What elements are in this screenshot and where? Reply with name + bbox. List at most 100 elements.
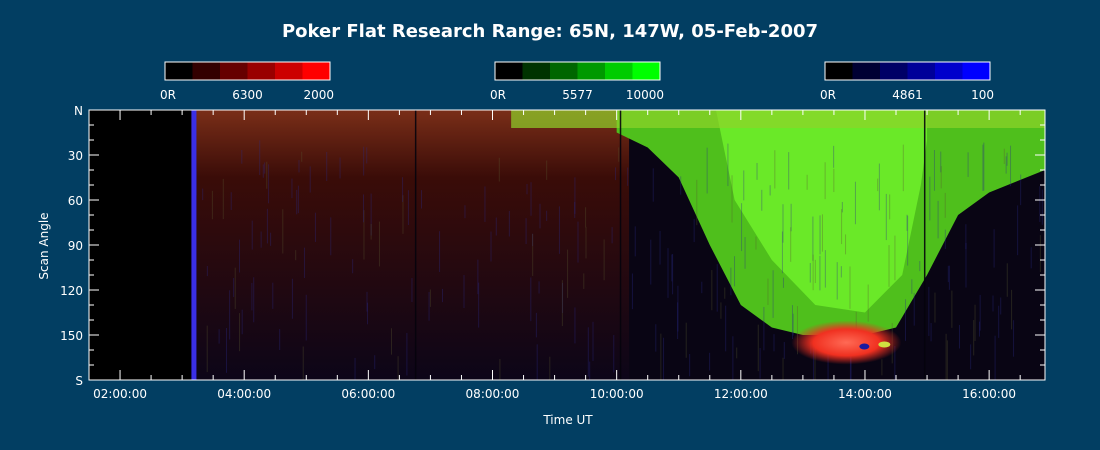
noise-streak bbox=[366, 291, 368, 312]
noise-streak bbox=[406, 332, 408, 376]
data-gap-line bbox=[923, 110, 926, 380]
noise-streak bbox=[827, 351, 829, 380]
noise-streak bbox=[655, 324, 657, 352]
colorbar-swatch bbox=[550, 62, 578, 80]
instrument-start-line bbox=[191, 110, 197, 380]
noise-streak bbox=[262, 164, 264, 178]
colorbar-swatch bbox=[605, 62, 633, 80]
chart-title: Poker Flat Research Range: 65N, 147W, 05… bbox=[282, 21, 818, 42]
noise-streak bbox=[309, 166, 311, 193]
noise-streak bbox=[763, 306, 765, 351]
noise-streak bbox=[970, 344, 972, 370]
colorbar-swatch bbox=[165, 62, 193, 80]
noise-streak bbox=[1013, 320, 1015, 357]
noise-streak bbox=[631, 273, 633, 310]
noise-streak bbox=[755, 236, 757, 250]
colorbar-min-label: 0R bbox=[490, 88, 506, 102]
noise-streak bbox=[370, 223, 372, 240]
noise-streak bbox=[744, 237, 746, 269]
noise-streak bbox=[530, 182, 532, 216]
noise-streak bbox=[202, 188, 204, 201]
noise-streak bbox=[993, 229, 995, 268]
noise-streak bbox=[303, 247, 305, 278]
noise-streak bbox=[206, 265, 208, 277]
noise-streak bbox=[1020, 174, 1022, 206]
noise-streak bbox=[428, 292, 430, 321]
noise-streak bbox=[782, 357, 784, 380]
noise-streak bbox=[558, 206, 560, 254]
noise-streak bbox=[225, 327, 227, 373]
noise-streak bbox=[711, 270, 713, 311]
noise-streak bbox=[940, 166, 942, 189]
noise-streak bbox=[696, 179, 698, 226]
noise-streak bbox=[973, 320, 975, 356]
noise-streak bbox=[539, 203, 541, 229]
noise-streak bbox=[574, 307, 576, 344]
x-tick-label: 12:00:00 bbox=[714, 387, 768, 401]
noise-streak bbox=[947, 265, 949, 283]
noise-streak bbox=[585, 226, 587, 259]
noise-streak bbox=[824, 250, 826, 288]
red-emission-region bbox=[191, 110, 630, 380]
noise-streak bbox=[701, 281, 703, 294]
noise-streak bbox=[672, 254, 674, 295]
noise-streak bbox=[495, 217, 497, 236]
noise-streak bbox=[930, 323, 932, 342]
y-tick-label: 150 bbox=[60, 329, 83, 343]
y-tick-label: N bbox=[74, 104, 83, 118]
noise-streak bbox=[979, 294, 981, 331]
noise-streak bbox=[812, 216, 814, 261]
colorbar-channel-label: 5577 bbox=[562, 88, 593, 102]
y-tick-label: 30 bbox=[68, 149, 83, 163]
noise-streak bbox=[773, 334, 775, 352]
colorbar-swatch bbox=[907, 62, 936, 80]
colorbar-min-label: 0R bbox=[820, 88, 836, 102]
colorbar-channel-label: 6300 bbox=[232, 88, 263, 102]
x-tick-label: 04:00:00 bbox=[217, 387, 271, 401]
colorbar-swatch bbox=[220, 62, 248, 80]
noise-streak bbox=[689, 353, 691, 377]
noise-streak bbox=[305, 294, 307, 341]
noise-streak bbox=[888, 245, 890, 287]
y-tick-label: 120 bbox=[60, 284, 83, 298]
noise-streak bbox=[298, 160, 300, 173]
noise-streak bbox=[769, 185, 771, 196]
colorbar-channel-label: 4861 bbox=[892, 88, 923, 102]
noise-streak bbox=[809, 263, 811, 283]
noise-streak bbox=[532, 233, 534, 276]
x-tick-label: 16:00:00 bbox=[962, 387, 1016, 401]
yellow-spot bbox=[878, 341, 891, 348]
noise-streak bbox=[730, 267, 732, 296]
noise-streak bbox=[727, 143, 729, 187]
plot-area: 02:00:00 04:00:00 06:00:00 08:00:00 10:00:00… bbox=[60, 104, 1046, 401]
noise-streak bbox=[530, 277, 532, 322]
noise-streak bbox=[1006, 152, 1008, 166]
noise-streak bbox=[944, 229, 946, 250]
noise-streak bbox=[603, 239, 605, 281]
noise-streak bbox=[965, 224, 967, 250]
noise-streak bbox=[743, 170, 745, 201]
noise-streak bbox=[266, 161, 268, 189]
colorbar-swatch bbox=[632, 62, 661, 80]
noise-streak bbox=[525, 218, 527, 245]
noise-streak bbox=[352, 259, 354, 274]
noise-streak bbox=[270, 232, 272, 246]
noise-streak bbox=[840, 266, 842, 278]
no-data-region bbox=[89, 110, 192, 380]
x-tick-label: 10:00:00 bbox=[590, 387, 644, 401]
noise-streak bbox=[944, 192, 946, 218]
noise-streak bbox=[585, 207, 587, 228]
noise-streak bbox=[241, 309, 243, 335]
noise-streak bbox=[671, 254, 673, 282]
noise-streak bbox=[814, 259, 816, 284]
noise-streak bbox=[812, 254, 814, 291]
noise-streak bbox=[370, 193, 372, 236]
noise-streak bbox=[251, 220, 253, 250]
noise-streak bbox=[1000, 297, 1002, 315]
noise-streak bbox=[706, 147, 708, 194]
noise-streak bbox=[677, 302, 679, 340]
noise-streak bbox=[627, 167, 629, 186]
noise-streak bbox=[234, 267, 236, 309]
noise-streak bbox=[741, 203, 743, 252]
noise-streak bbox=[378, 221, 380, 267]
